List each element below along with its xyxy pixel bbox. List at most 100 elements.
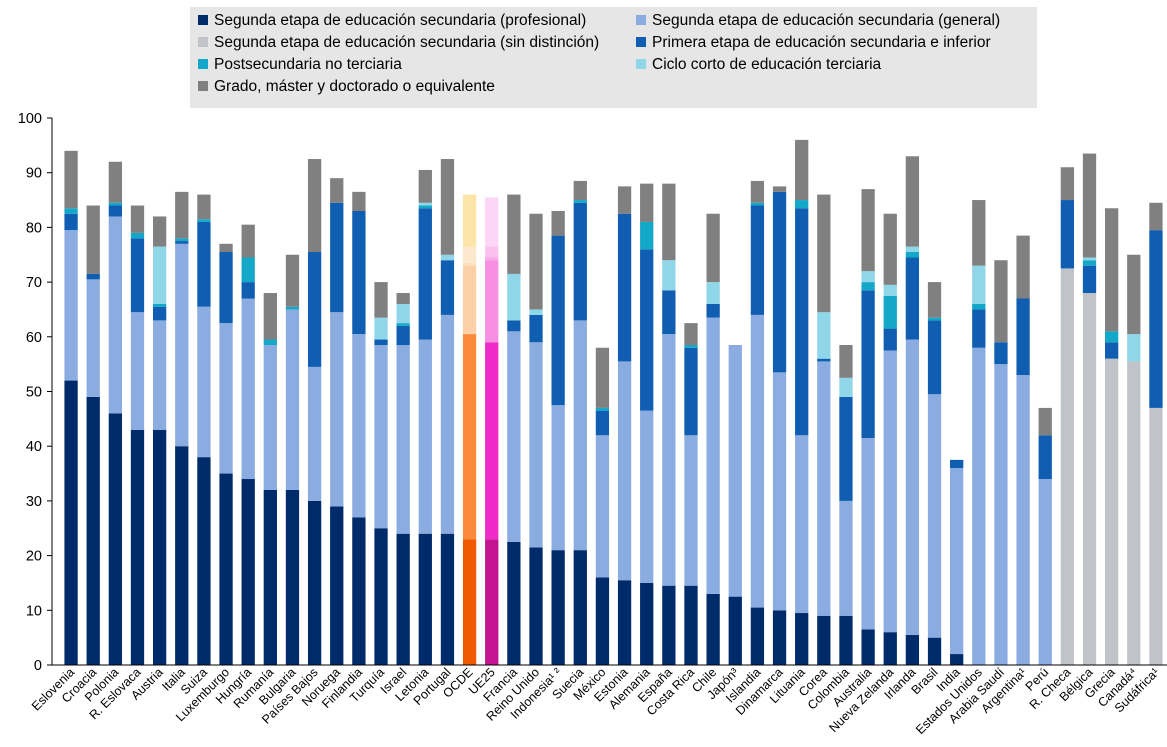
bar-segment bbox=[839, 377, 853, 397]
bar-segment bbox=[972, 200, 986, 266]
bar-segment bbox=[861, 271, 875, 283]
bar-segment bbox=[175, 191, 189, 239]
bar-segment bbox=[485, 197, 499, 247]
bar-segment bbox=[772, 186, 787, 192]
legend-item: Segunda etapa de educación secundaria (s… bbox=[198, 32, 599, 54]
bar-segment bbox=[795, 435, 809, 614]
bar-segment bbox=[573, 200, 587, 203]
y-tick-label: 80 bbox=[26, 220, 42, 236]
bar-segment bbox=[374, 339, 388, 346]
bar-segment bbox=[418, 202, 432, 206]
bar-segment bbox=[485, 246, 499, 258]
bar-segment bbox=[330, 202, 344, 313]
bar-segment bbox=[1060, 268, 1075, 665]
bar-segment bbox=[750, 180, 765, 203]
bar-segment bbox=[861, 629, 875, 665]
bar-segment bbox=[130, 312, 145, 430]
bar-segment bbox=[86, 279, 100, 397]
y-tick-label: 40 bbox=[26, 439, 42, 455]
bar-segment bbox=[905, 339, 920, 635]
legend-swatch bbox=[636, 15, 646, 25]
bar-segment bbox=[108, 216, 122, 414]
bar-segment bbox=[64, 208, 78, 214]
bar-segment bbox=[684, 347, 698, 436]
bar-segment bbox=[1082, 293, 1097, 665]
bar-segment bbox=[374, 345, 388, 529]
bar-segment bbox=[994, 260, 1008, 343]
bar-segment bbox=[1038, 435, 1052, 480]
bar-segment bbox=[418, 169, 432, 203]
bar-segment bbox=[972, 303, 986, 310]
bar-segment bbox=[551, 210, 565, 236]
bar-segment bbox=[1105, 358, 1119, 665]
bar-segment bbox=[640, 410, 654, 583]
bar-segment bbox=[640, 582, 654, 665]
bar-segment bbox=[927, 320, 942, 395]
bar-segment bbox=[396, 533, 410, 665]
bar-segment bbox=[152, 306, 167, 321]
bar-segment bbox=[595, 347, 610, 408]
bar-segment bbox=[795, 208, 809, 436]
legend-label: Segunda etapa de educación secundaria (p… bbox=[214, 12, 587, 29]
bar-segment bbox=[1149, 407, 1163, 665]
bar-segment bbox=[152, 216, 167, 247]
bar-segment bbox=[950, 654, 964, 665]
bar-segment bbox=[219, 323, 233, 474]
bar-segment bbox=[507, 541, 521, 665]
bar-segment bbox=[197, 306, 211, 458]
bar-segment bbox=[817, 361, 831, 616]
legend-label: Ciclo corto de educación terciaria bbox=[652, 56, 882, 73]
bar-segment bbox=[418, 339, 432, 534]
y-tick-label: 0 bbox=[34, 658, 42, 674]
bar-segment bbox=[551, 235, 565, 406]
bar-segment bbox=[507, 320, 521, 332]
bar-segment bbox=[883, 350, 897, 633]
bar-segment bbox=[662, 183, 676, 261]
legend-swatch bbox=[636, 59, 646, 69]
bar-segment bbox=[817, 615, 831, 665]
bar-segment bbox=[108, 161, 122, 203]
bar-segment bbox=[684, 323, 698, 346]
bar-segment bbox=[440, 533, 455, 665]
bar-segment bbox=[485, 539, 499, 665]
bar-segment bbox=[307, 366, 322, 501]
bar-segment bbox=[396, 303, 410, 324]
bar-segment bbox=[64, 380, 78, 665]
bar-segment bbox=[640, 183, 654, 222]
bar-segment bbox=[307, 500, 322, 665]
bar-segment bbox=[130, 205, 145, 233]
bar-segment bbox=[839, 396, 853, 501]
bar-segment bbox=[617, 186, 632, 214]
bar-segment bbox=[662, 290, 676, 335]
bar-segment bbox=[551, 405, 565, 551]
bar-segment bbox=[1082, 153, 1097, 258]
bar-segment bbox=[617, 580, 632, 665]
bar-segment bbox=[817, 312, 831, 359]
bar-segment bbox=[330, 506, 344, 665]
bar-segment bbox=[706, 213, 720, 283]
y-tick-label: 50 bbox=[26, 385, 42, 401]
legend-label: Grado, máster y doctorado o equivalente bbox=[214, 78, 495, 95]
bar-segment bbox=[883, 284, 897, 296]
bar-segment bbox=[418, 533, 432, 665]
bar-segment bbox=[927, 394, 942, 638]
bar-segment bbox=[330, 178, 344, 203]
bar-segment bbox=[507, 331, 521, 542]
bar-segment bbox=[440, 314, 455, 534]
bar-segment bbox=[595, 407, 610, 411]
bar-segment bbox=[219, 243, 233, 253]
bar-segment bbox=[485, 260, 499, 343]
bar-segment bbox=[728, 596, 742, 665]
bar-segment bbox=[352, 517, 366, 665]
bar-segment bbox=[750, 205, 765, 315]
bar-segment bbox=[1016, 235, 1030, 299]
bar-segment bbox=[1016, 375, 1030, 665]
bar-segment bbox=[905, 252, 920, 258]
bar-segment bbox=[507, 194, 521, 274]
bar-segment bbox=[883, 632, 897, 665]
bar-segment bbox=[152, 303, 167, 307]
bar-segment bbox=[595, 410, 610, 436]
bar-segment bbox=[972, 347, 986, 665]
legend-item: Segunda etapa de educación secundaria (p… bbox=[198, 10, 586, 32]
legend-label: Segunda etapa de educación secundaria (g… bbox=[652, 12, 1001, 29]
